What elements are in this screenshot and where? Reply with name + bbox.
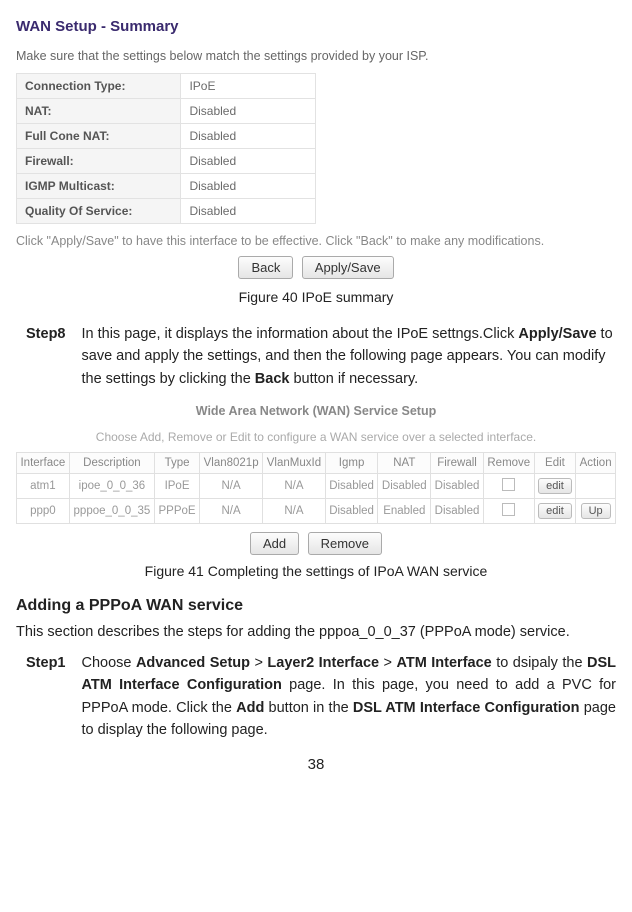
- step8-label: Step8: [16, 323, 66, 390]
- bold-dsl-atm-config-2: DSL ATM Interface Configuration: [353, 700, 580, 716]
- edit-button[interactable]: edit: [538, 503, 572, 519]
- col-remove: Remove: [483, 453, 534, 474]
- remove-checkbox[interactable]: [502, 503, 515, 516]
- wan-title: WAN Setup - Summary: [16, 18, 616, 35]
- summary-label: NAT:: [17, 99, 181, 124]
- apply-note: Click "Apply/Save" to have this interfac…: [16, 234, 616, 248]
- cell-interface: ppp0: [17, 499, 70, 524]
- step1-block: Step1 Choose Advanced Setup > Layer2 Int…: [16, 652, 616, 742]
- summary-label: Full Cone NAT:: [17, 124, 181, 149]
- wan-service-panel: Wide Area Network (WAN) Service Setup Ch…: [16, 404, 616, 555]
- summary-label: Firewall:: [17, 149, 181, 174]
- col-action: Action: [576, 453, 616, 474]
- cell-vlan2: N/A: [263, 499, 326, 524]
- bold-layer2-interface: Layer2 Interface: [267, 655, 379, 671]
- cell-remove: [483, 499, 534, 524]
- wan-subtext: Make sure that the settings below match …: [16, 49, 616, 63]
- figure-40-caption: Figure 40 IPoE summary: [16, 289, 616, 305]
- step1-body: Choose Advanced Setup > Layer2 Interface…: [82, 652, 617, 742]
- cell-vlan1: N/A: [200, 499, 263, 524]
- remove-button[interactable]: Remove: [308, 532, 382, 555]
- intro-text: This section describes the steps for add…: [16, 621, 616, 643]
- step1-text: to dsipaly the: [492, 655, 587, 671]
- apply-save-word: Apply/Save: [518, 326, 596, 342]
- summary-value: Disabled: [181, 99, 316, 124]
- col-nat: NAT: [378, 453, 431, 474]
- cell-action: Up: [576, 499, 616, 524]
- figure-41-caption: Figure 41 Completing the settings of IPo…: [16, 563, 616, 579]
- step1-text: Choose: [82, 655, 136, 671]
- step8-text: In this page, it displays the informatio…: [82, 326, 519, 342]
- col-igmp: Igmp: [325, 453, 378, 474]
- step1-text: >: [379, 655, 396, 671]
- cell-nat: Enabled: [378, 499, 431, 524]
- table-row: IGMP Multicast:Disabled: [17, 174, 316, 199]
- col-edit: Edit: [534, 453, 576, 474]
- summary-label: Connection Type:: [17, 74, 181, 99]
- cell-action: [576, 474, 616, 499]
- col-vlan8021p: Vlan8021p: [200, 453, 263, 474]
- back-word: Back: [255, 371, 290, 387]
- edit-button[interactable]: edit: [538, 478, 572, 494]
- table-row: Firewall:Disabled: [17, 149, 316, 174]
- col-firewall: Firewall: [431, 453, 484, 474]
- col-interface: Interface: [17, 453, 70, 474]
- cell-igmp: Disabled: [325, 499, 378, 524]
- page-number: 38: [16, 756, 616, 773]
- table-row: atm1 ipoe_0_0_36 IPoE N/A N/A Disabled D…: [17, 474, 616, 499]
- wan-service-title: Wide Area Network (WAN) Service Setup: [16, 404, 616, 418]
- cell-firewall: Disabled: [431, 474, 484, 499]
- cell-type: IPoE: [155, 474, 200, 499]
- cell-type: PPPoE: [155, 499, 200, 524]
- table-row: Quality Of Service:Disabled: [17, 199, 316, 224]
- step1-text: button in the: [264, 700, 353, 716]
- cell-firewall: Disabled: [431, 499, 484, 524]
- cell-edit: edit: [534, 474, 576, 499]
- cell-description: ipoe_0_0_36: [69, 474, 154, 499]
- back-button[interactable]: Back: [238, 256, 293, 279]
- cell-edit: edit: [534, 499, 576, 524]
- wan-summary-panel: WAN Setup - Summary Make sure that the s…: [16, 18, 616, 279]
- summary-value: Disabled: [181, 199, 316, 224]
- bold-advanced-setup: Advanced Setup: [136, 655, 250, 671]
- table-row: NAT:Disabled: [17, 99, 316, 124]
- button-row: Back Apply/Save: [16, 256, 616, 279]
- col-vlanmuxid: VlanMuxId: [263, 453, 326, 474]
- bold-add: Add: [236, 700, 264, 716]
- table-row: ppp0 pppoe_0_0_35 PPPoE N/A N/A Disabled…: [17, 499, 616, 524]
- service-table: Interface Description Type Vlan8021p Vla…: [16, 452, 616, 524]
- step8-body: In this page, it displays the informatio…: [82, 323, 617, 390]
- bold-atm-interface: ATM Interface: [396, 655, 491, 671]
- cell-description: pppoe_0_0_35: [69, 499, 154, 524]
- add-button[interactable]: Add: [250, 532, 299, 555]
- wan-service-subtext: Choose Add, Remove or Edit to configure …: [16, 430, 616, 444]
- table-header-row: Interface Description Type Vlan8021p Vla…: [17, 453, 616, 474]
- cell-igmp: Disabled: [325, 474, 378, 499]
- summary-value: Disabled: [181, 174, 316, 199]
- summary-value: IPoE: [181, 74, 316, 99]
- summary-table: Connection Type:IPoE NAT:Disabled Full C…: [16, 73, 316, 224]
- summary-value: Disabled: [181, 124, 316, 149]
- cell-vlan2: N/A: [263, 474, 326, 499]
- summary-label: IGMP Multicast:: [17, 174, 181, 199]
- table-row: Connection Type:IPoE: [17, 74, 316, 99]
- col-type: Type: [155, 453, 200, 474]
- section-heading: Adding a PPPoA WAN service: [16, 597, 616, 615]
- summary-value: Disabled: [181, 149, 316, 174]
- table-row: Full Cone NAT:Disabled: [17, 124, 316, 149]
- step1-text: >: [250, 655, 267, 671]
- step8-text: button if necessary.: [289, 371, 418, 387]
- step8-block: Step8 In this page, it displays the info…: [16, 323, 616, 390]
- cell-interface: atm1: [17, 474, 70, 499]
- col-description: Description: [69, 453, 154, 474]
- cell-nat: Disabled: [378, 474, 431, 499]
- service-button-row: Add Remove: [16, 532, 616, 555]
- cell-remove: [483, 474, 534, 499]
- cell-vlan1: N/A: [200, 474, 263, 499]
- up-button[interactable]: Up: [581, 503, 611, 519]
- summary-label: Quality Of Service:: [17, 199, 181, 224]
- apply-save-button[interactable]: Apply/Save: [302, 256, 394, 279]
- step1-label: Step1: [16, 652, 66, 742]
- remove-checkbox[interactable]: [502, 478, 515, 491]
